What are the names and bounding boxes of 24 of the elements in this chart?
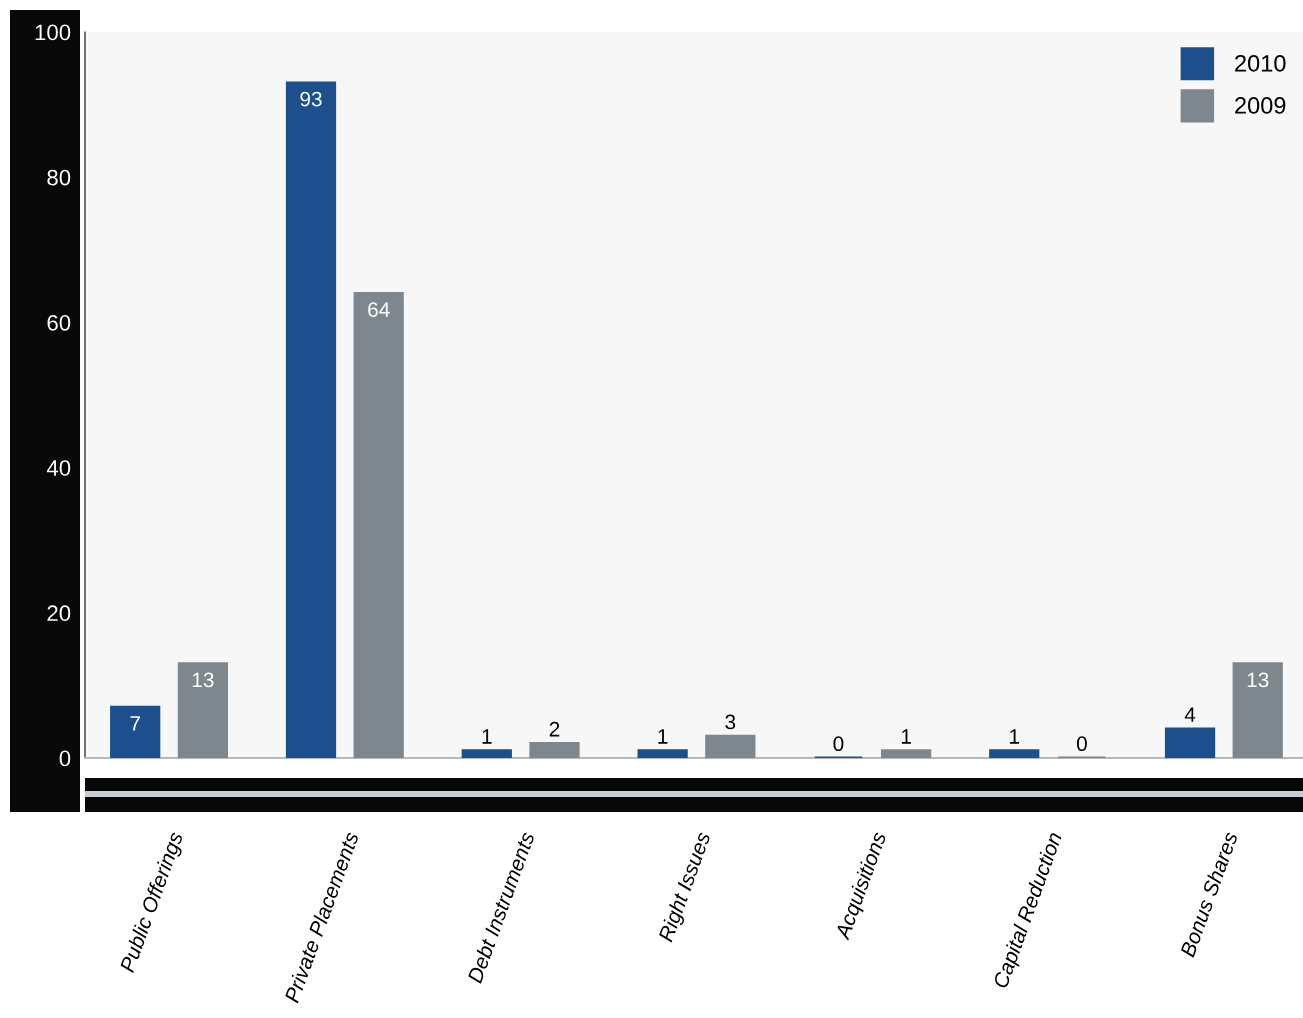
data-label: 7 <box>130 716 140 731</box>
y-tick-label: 0 <box>59 750 71 767</box>
data-label: 0 <box>1076 736 1087 752</box>
y-tick-label: 80 <box>47 169 71 186</box>
data-label: 93 <box>300 91 322 107</box>
data-label: 13 <box>192 672 214 688</box>
legend-label: 2009 <box>1235 97 1286 114</box>
data-label: 1 <box>658 729 668 744</box>
data-label: 0 <box>833 736 844 752</box>
data-label: 13 <box>1247 672 1269 688</box>
data-label: 1 <box>901 729 911 744</box>
data-label: 2 <box>549 721 560 737</box>
data-label: 3 <box>725 714 736 730</box>
data-label: 4 <box>1184 707 1196 722</box>
legend-label: 2010 <box>1235 54 1286 72</box>
y-tick-label: 100 <box>35 24 71 41</box>
data-label: 1 <box>482 729 492 744</box>
y-tick-label: 40 <box>46 460 71 476</box>
y-tick-label: 60 <box>47 314 71 331</box>
data-label: 64 <box>368 302 390 317</box>
y-tick-label: 20 <box>47 605 71 622</box>
x-tick-label: Right Issues <box>657 830 715 944</box>
x-tick-label: Bonus Shares <box>1179 830 1239 958</box>
data-label: 1 <box>1010 729 1020 744</box>
